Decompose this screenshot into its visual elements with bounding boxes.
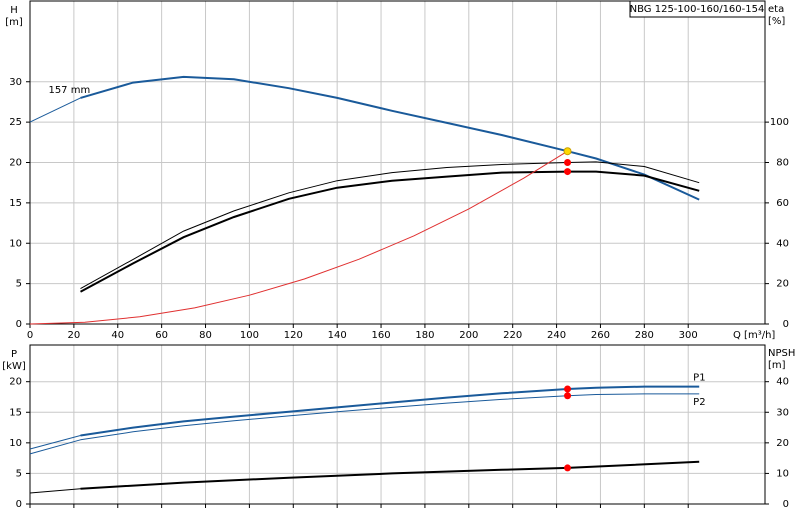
curve [80, 75, 700, 201]
operating-point [564, 159, 572, 166]
y2-tick-label: 60 [776, 198, 789, 209]
x-tick-label: 0 [27, 330, 33, 341]
x-tick-label: 240 [547, 330, 566, 341]
x-tick-label: 180 [415, 330, 434, 341]
y-axis-label: H [10, 5, 18, 16]
y2-axis-unit: [m] [768, 360, 786, 371]
y2-tick-label: 80 [776, 158, 789, 169]
plot-frame [29, 0, 766, 325]
curve [29, 488, 81, 494]
x-tick-label: 60 [155, 330, 168, 341]
y2-tick-label: 40 [776, 377, 789, 388]
y-tick-label: 10 [9, 438, 22, 449]
x-tick-label: 20 [68, 330, 81, 341]
y2-axis-unit: [%] [768, 16, 785, 27]
y2-tick-label: 30 [776, 407, 789, 418]
x-tick-label: 260 [591, 330, 610, 341]
series-label: 157 mm [48, 85, 90, 96]
operating-point [564, 392, 572, 400]
y-tick-label: 20 [9, 377, 22, 388]
curve [29, 150, 568, 325]
chart-title: NBG 125-100-160/160-154 [630, 4, 765, 15]
curve [80, 170, 700, 293]
x-tick-label: 200 [459, 330, 478, 341]
y2-tick-label: 20 [776, 438, 789, 449]
curve [29, 435, 81, 450]
series-label: P2 [693, 397, 705, 408]
y-tick-label: 20 [9, 158, 22, 169]
operating-point [564, 464, 572, 472]
plot-frame [29, 344, 766, 505]
x-tick-label: 40 [111, 330, 124, 341]
y2-tick-label: 40 [776, 238, 789, 249]
y-tick-label: 0 [16, 499, 22, 510]
curve [29, 439, 81, 455]
y2-tick-label: 10 [776, 468, 789, 479]
curve [80, 460, 700, 490]
y-tick-label: 15 [9, 407, 22, 418]
x-tick-label: 220 [503, 330, 522, 341]
x-tick-label: 80 [199, 330, 212, 341]
x-tick-label: 100 [240, 330, 259, 341]
x-tick-label: 120 [284, 330, 303, 341]
y-tick-label: 30 [9, 77, 22, 88]
y-axis-label: P [11, 349, 17, 360]
x-tick-label: 280 [635, 330, 654, 341]
y2-axis-label: NPSH [768, 348, 795, 359]
y2-axis-label: eta [768, 4, 784, 15]
curve [80, 385, 700, 437]
y-tick-label: 15 [9, 198, 22, 209]
y-tick-label: 10 [9, 238, 22, 249]
y2-tick-label: 20 [776, 279, 789, 290]
x-axis-label: Q [m³/h] [733, 330, 775, 341]
x-tick-label: 160 [371, 330, 390, 341]
operating-point [564, 385, 572, 393]
operating-point [564, 168, 572, 176]
y-tick-label: 25 [9, 117, 22, 128]
x-tick-label: 140 [328, 330, 347, 341]
y-axis-unit: [m] [5, 17, 23, 28]
series-label: P1 [693, 373, 705, 384]
y2-tick-label: 0 [783, 319, 789, 330]
y2-tick-label: 0 [783, 499, 789, 510]
y-tick-label: 5 [16, 279, 22, 290]
y2-tick-label: 100 [770, 117, 789, 128]
y-tick-label: 0 [16, 319, 22, 330]
y-tick-label: 5 [16, 468, 22, 479]
y-axis-unit: [kW] [2, 361, 26, 372]
curve [80, 161, 700, 289]
x-tick-label: 300 [679, 330, 698, 341]
operating-point [563, 147, 572, 156]
title-box [629, 0, 766, 18]
curve [29, 97, 81, 123]
curve [80, 393, 700, 441]
